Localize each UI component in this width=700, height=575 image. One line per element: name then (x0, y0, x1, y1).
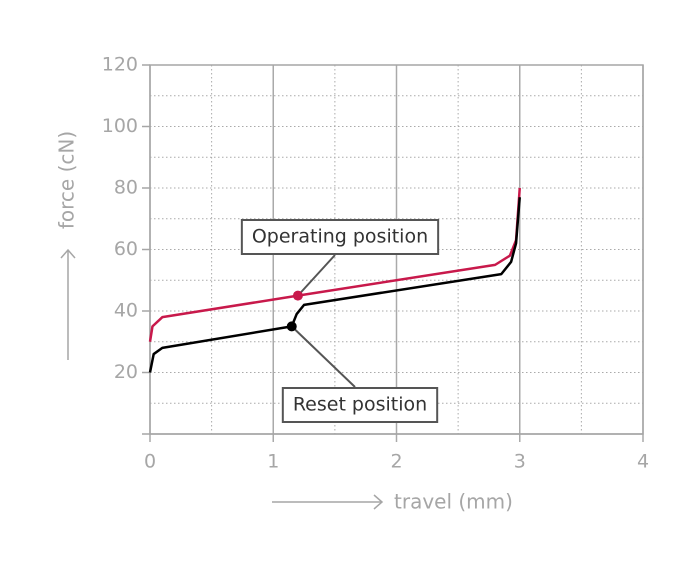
y-arrowhead (60, 248, 76, 259)
plot-frame (149, 64, 644, 435)
x-tick-label: 0 (144, 451, 156, 473)
y-axis-title: force (cN) (55, 131, 79, 360)
y-tick-label: 40 (114, 300, 138, 322)
annotation-label: Operating position (252, 226, 428, 248)
x-tick-label: 3 (514, 451, 526, 473)
y-tick-label: 120 (102, 54, 138, 76)
x-arrowhead (373, 494, 384, 510)
annotation-box (281, 387, 439, 423)
x-axis-title: travel (mm) (272, 490, 513, 514)
annotation-label: Reset position (293, 394, 427, 416)
x-tick-label: 1 (267, 451, 279, 473)
annotation: Operating position (240, 219, 440, 301)
x-tick-label: 2 (390, 451, 402, 473)
y-tick-label: 100 (102, 115, 138, 137)
leader-line (291, 325, 356, 388)
y-tick-label: 60 (114, 238, 138, 260)
annotation-point (292, 290, 303, 301)
y-tick-label: 20 (114, 361, 138, 383)
series-line (148, 197, 521, 373)
series-line (148, 187, 521, 342)
x-label: travel (mm) (394, 490, 513, 514)
leader-line (297, 254, 336, 297)
annotation: Reset position (281, 321, 439, 423)
y-tick-label: 80 (114, 177, 138, 199)
annotation-box (240, 219, 440, 255)
x-tick-label: 4 (637, 451, 649, 473)
annotation-point (286, 321, 297, 332)
y-label: force (cN) (55, 131, 79, 229)
